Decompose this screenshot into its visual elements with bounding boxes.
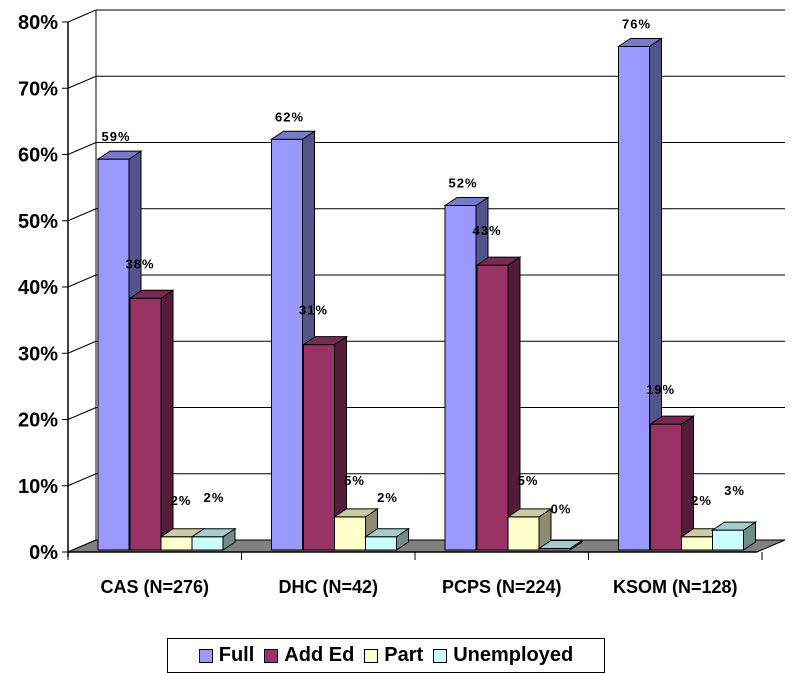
- bar-unemployed-ksom-n-128-front: [712, 529, 744, 551]
- y-tick-label: 60%: [18, 145, 58, 167]
- bar-add-ed-ksom-n-128-front: [650, 423, 682, 551]
- x-tick-label-ksom-n-128: KSOM (N=128): [613, 577, 738, 597]
- bar-full-ksom-n-128-front: [618, 46, 650, 551]
- gridline-side: [67, 9, 97, 23]
- data-label-part-pcps-n-224: 5%: [518, 473, 539, 488]
- data-label-add-ed-cas-n-276: 38%: [125, 256, 154, 271]
- legend-label-unemployed: Unemployed: [453, 644, 574, 666]
- bar-part-dhc-n-42-front: [334, 516, 366, 551]
- bar-add-ed-dhc-n-42-top: [301, 336, 349, 346]
- legend-swatch-part: [364, 648, 379, 663]
- legend-swatch-full: [198, 648, 213, 663]
- legend-item-unemployed: Unemployed: [433, 644, 573, 667]
- data-label-full-pcps-n-224: 52%: [448, 176, 477, 191]
- x-tick-label-pcps-n-224: PCPS (N=224): [442, 577, 562, 597]
- y-tick-label: 40%: [18, 277, 58, 299]
- bar-add-ed-ksom-n-128-top: [648, 415, 696, 425]
- data-label-unemployed-cas-n-276: 2%: [204, 490, 225, 505]
- legend-swatch-unemployed: [433, 648, 448, 663]
- bar-unemployed-cas-n-276-front: [191, 536, 224, 551]
- gridline-side: [67, 340, 97, 354]
- bar-part-ksom-n-128-front: [681, 536, 713, 551]
- data-label-part-dhc-n-42: 5%: [344, 473, 365, 488]
- gridline-side: [67, 473, 97, 487]
- bar-unemployed-dhc-n-42-top: [363, 528, 411, 538]
- y-tick-label: 70%: [18, 78, 58, 100]
- data-label-add-ed-dhc-n-42: 31%: [299, 303, 328, 318]
- bar-add-ed-dhc-n-42-front: [303, 344, 335, 551]
- bar-add-ed-pcps-n-224-top: [475, 256, 522, 266]
- bar-add-ed-pcps-n-224-side: [507, 256, 521, 551]
- bar-add-ed-cas-n-276-front: [129, 297, 162, 551]
- bar-full-dhc-n-42-top: [269, 130, 317, 140]
- bar-full-ksom-n-128-top: [616, 38, 664, 47]
- data-label-full-cas-n-276: 59%: [101, 129, 130, 144]
- data-label-add-ed-ksom-n-128: 19%: [646, 382, 675, 397]
- legend-label-part: Part: [384, 644, 424, 666]
- gridline-side: [67, 142, 97, 155]
- bar-part-dhc-n-42-top: [332, 508, 380, 518]
- y-tick-label: 0%: [29, 542, 58, 564]
- y-tick-label: 50%: [18, 211, 58, 233]
- y-tick-label: 30%: [18, 343, 58, 365]
- bar-full-cas-n-276-top: [96, 150, 143, 160]
- gridline-side: [67, 208, 97, 222]
- bar-full-pcps-n-224-top: [443, 197, 490, 206]
- bar-chart: 0% 10% 20% 30% 40% 50% 60% 70% 80% CAS (N=276) DHC…: [18, 9, 786, 597]
- bar-part-pcps-n-224-front: [507, 516, 540, 551]
- legend-label-add-ed: Add Ed: [284, 644, 355, 666]
- gridline-side: [67, 75, 97, 89]
- data-label-part-ksom-n-128: 2%: [691, 493, 712, 508]
- data-label-full-dhc-n-42: 62%: [275, 109, 304, 124]
- bar-unemployed-ksom-n-128-top: [710, 521, 758, 531]
- bar-full-cas-n-276-front: [97, 158, 130, 551]
- gridline-side: [67, 407, 97, 420]
- y-tick-label: 80%: [18, 12, 58, 34]
- x-tick-label-cas-n-276: CAS (N=276): [100, 577, 209, 597]
- data-label-part-cas-n-276: 2%: [171, 493, 192, 508]
- bar-unemployed-cas-n-276-top: [190, 528, 237, 538]
- legend-item-part: Part: [364, 644, 423, 667]
- bar-add-ed-pcps-n-224-front: [476, 264, 509, 551]
- bar-full-dhc-n-42-front: [271, 138, 303, 551]
- bar-part-cas-n-276-front: [160, 536, 193, 551]
- bar-part-pcps-n-224-top: [506, 508, 553, 518]
- bar-add-ed-cas-n-276-side: [160, 289, 174, 551]
- data-label-unemployed-pcps-n-224: 0%: [551, 502, 572, 517]
- data-label-full-ksom-n-128: 76%: [622, 17, 651, 32]
- legend-item-add-ed: Add Ed: [264, 644, 354, 667]
- legend: Full Add Ed Part Unemployed: [167, 638, 605, 673]
- legend-label-full: Full: [218, 644, 255, 666]
- gridline-side: [67, 274, 97, 288]
- y-tick-label: 20%: [18, 410, 58, 432]
- bar-unemployed-pcps-n-224-top: [537, 540, 584, 549]
- data-label-unemployed-dhc-n-42: 2%: [377, 490, 398, 505]
- bar-full-pcps-n-224-front: [444, 205, 477, 551]
- data-label-add-ed-pcps-n-224: 43%: [472, 223, 501, 238]
- bar-add-ed-cas-n-276-top: [128, 289, 175, 299]
- bar-unemployed-dhc-n-42-front: [365, 536, 397, 551]
- data-label-unemployed-ksom-n-128: 3%: [724, 483, 745, 498]
- y-tick-label: 10%: [18, 476, 58, 498]
- legend-item-full: Full: [198, 644, 255, 667]
- x-tick-label-dhc-n-42: DHC (N=42): [278, 577, 378, 597]
- legend-swatch-add-ed: [264, 648, 279, 663]
